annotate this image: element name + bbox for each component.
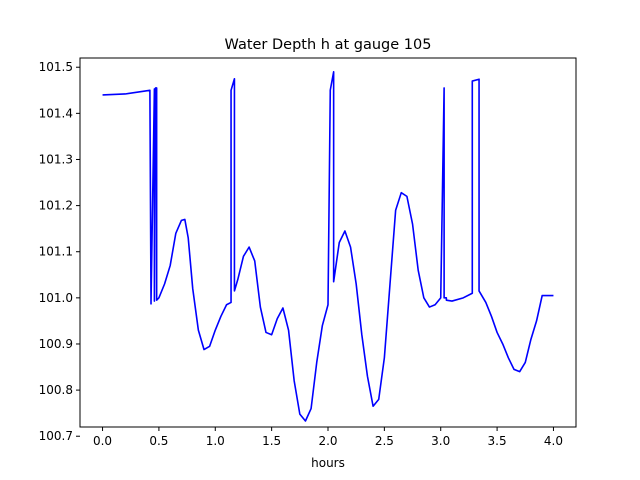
x-tick-label: 4.0 <box>544 434 563 448</box>
x-tick-label: 0.0 <box>93 434 112 448</box>
x-axis-ticks: 0.0 0.5 1.0 1.5 2.0 2.5 3.0 3.5 4.0 <box>93 427 563 448</box>
y-tick-label: 100.7 <box>39 429 73 443</box>
x-tick-label: 1.5 <box>262 434 281 448</box>
x-tick-label: 2.0 <box>318 434 337 448</box>
plot-area: 0.0 0.5 1.0 1.5 2.0 2.5 3.0 3.5 4.0 100.7100.810… <box>39 57 577 448</box>
y-tick-label: 101.2 <box>39 199 73 213</box>
y-tick-label: 100.9 <box>39 337 73 351</box>
y-tick-label: 101.5 <box>39 60 73 74</box>
x-tick-label: 2.5 <box>375 434 394 448</box>
x-tick-label: 0.5 <box>149 434 168 448</box>
chart-title: Water Depth h at gauge 105 <box>225 37 432 53</box>
x-tick-label: 1.0 <box>206 434 225 448</box>
series-line-0 <box>102 71 554 422</box>
y-tick-label: 101.4 <box>39 106 73 120</box>
y-tick-label: 101.0 <box>39 291 73 305</box>
x-tick-label: 3.0 <box>431 434 450 448</box>
y-tick-label: 100.8 <box>39 383 73 397</box>
y-tick-label: 101.1 <box>39 245 73 259</box>
x-axis-label: hours <box>311 456 345 470</box>
x-tick-label: 3.5 <box>488 434 507 448</box>
y-tick-label: 101.3 <box>39 152 73 166</box>
y-axis-ticks: 100.7 100.8 100.9 101.0 101.1 101.2 101.3 101.4… <box>39 60 80 443</box>
series-layer <box>102 71 554 422</box>
